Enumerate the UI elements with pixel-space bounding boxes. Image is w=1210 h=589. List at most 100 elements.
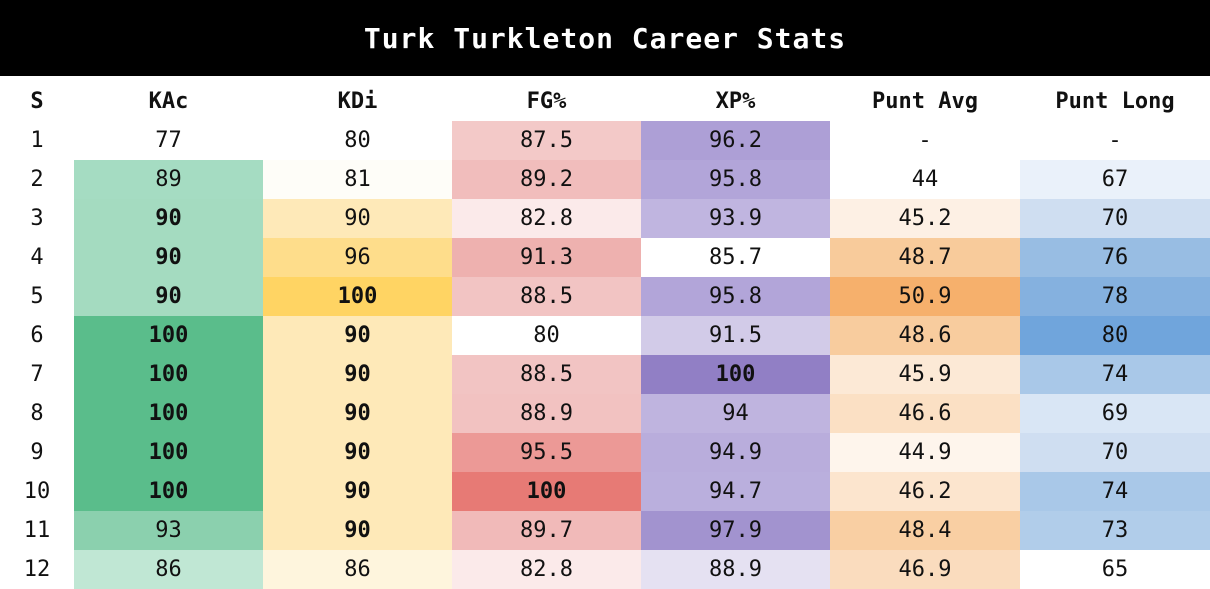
xp-pct-cell: 100 [641, 355, 830, 394]
punt-long-cell: 80 [1020, 316, 1210, 355]
kac-cell: 100 [74, 433, 263, 472]
xp-pct-cell: 97.9 [641, 511, 830, 550]
punt-long-cell: 74 [1020, 472, 1210, 511]
season-cell: 1 [0, 121, 74, 160]
table-row: 10 100 90 100 94.7 46.2 74 [0, 472, 1210, 511]
kdi-cell: 90 [263, 433, 452, 472]
punt-long-cell: 70 [1020, 433, 1210, 472]
punt-long-cell: 69 [1020, 394, 1210, 433]
column-header-fg-pct: FG% [526, 89, 567, 114]
punt-long-cell: 74 [1020, 355, 1210, 394]
kdi-cell: 90 [263, 199, 452, 238]
season-cell: 4 [0, 238, 74, 277]
xp-pct-cell: 91.5 [641, 316, 830, 355]
page-title: Turk Turkleton Career Stats [363, 21, 847, 55]
kac-cell: 100 [74, 472, 263, 511]
punt-avg-cell: 44 [830, 160, 1020, 199]
table-row: 2 89 81 89.2 95.8 44 67 [0, 160, 1210, 199]
season-cell: 8 [0, 394, 74, 433]
table-row: 11 93 90 89.7 97.9 48.4 73 [0, 511, 1210, 550]
punt-avg-cell: 48.4 [830, 511, 1020, 550]
xp-pct-cell: 94 [641, 394, 830, 433]
season-cell: 9 [0, 433, 74, 472]
punt-long-cell: 67 [1020, 160, 1210, 199]
xp-pct-cell: 95.8 [641, 160, 830, 199]
table-row: 12 86 86 82.8 88.9 46.9 65 [0, 550, 1210, 589]
fg-pct-cell: 89.7 [452, 511, 641, 550]
fg-pct-cell: 91.3 [452, 238, 641, 277]
table-row: 8 100 90 88.9 94 46.6 69 [0, 394, 1210, 433]
column-header-punt-long: Punt Long [1055, 89, 1175, 114]
xp-pct-cell: 95.8 [641, 277, 830, 316]
title-bar: Turk Turkleton Career Stats [0, 0, 1210, 76]
punt-avg-cell: 45.2 [830, 199, 1020, 238]
kdi-cell: 90 [263, 316, 452, 355]
column-header-kac: KAc [148, 89, 189, 114]
kdi-cell: 80 [263, 121, 452, 160]
kac-cell: 77 [74, 121, 263, 160]
punt-avg-cell: 46.6 [830, 394, 1020, 433]
season-cell: 5 [0, 277, 74, 316]
xp-pct-cell: 93.9 [641, 199, 830, 238]
column-header-kdi: KDi [337, 89, 378, 114]
kac-cell: 100 [74, 316, 263, 355]
punt-long-cell: 78 [1020, 277, 1210, 316]
punt-avg-cell: 44.9 [830, 433, 1020, 472]
table-row: 6 100 90 80 91.5 48.6 80 [0, 316, 1210, 355]
fg-pct-cell: 82.8 [452, 550, 641, 589]
kac-cell: 100 [74, 355, 263, 394]
table-row: 3 90 90 82.8 93.9 45.2 70 [0, 199, 1210, 238]
table-row: 4 90 96 91.3 85.7 48.7 76 [0, 238, 1210, 277]
punt-long-cell: 76 [1020, 238, 1210, 277]
career-stats-table: S KAc KDi FG% XP% Punt Avg Punt Long 1 77… [0, 82, 1210, 589]
punt-avg-cell: 48.6 [830, 316, 1020, 355]
punt-avg-cell: 48.7 [830, 238, 1020, 277]
fg-pct-cell: 100 [452, 472, 641, 511]
kdi-cell: 81 [263, 160, 452, 199]
punt-avg-cell: 46.9 [830, 550, 1020, 589]
column-header-season: S [30, 89, 44, 114]
punt-avg-cell: - [830, 121, 1020, 160]
xp-pct-cell: 96.2 [641, 121, 830, 160]
season-cell: 3 [0, 199, 74, 238]
punt-avg-cell: 46.2 [830, 472, 1020, 511]
fg-pct-cell: 80 [452, 316, 641, 355]
punt-long-cell: 73 [1020, 511, 1210, 550]
fg-pct-cell: 95.5 [452, 433, 641, 472]
fg-pct-cell: 87.5 [452, 121, 641, 160]
punt-long-cell: 65 [1020, 550, 1210, 589]
kdi-cell: 90 [263, 355, 452, 394]
xp-pct-cell: 88.9 [641, 550, 830, 589]
kac-cell: 93 [74, 511, 263, 550]
kdi-cell: 96 [263, 238, 452, 277]
kdi-cell: 86 [263, 550, 452, 589]
season-cell: 2 [0, 160, 74, 199]
season-cell: 12 [0, 550, 74, 589]
column-header-xp-pct: XP% [715, 89, 756, 114]
punt-long-cell: 70 [1020, 199, 1210, 238]
table-body: 1 77 80 87.5 96.2- -2 89 81 89.2 95.8 44 67 3 90 90 82.… [0, 121, 1210, 589]
kdi-cell: 100 [263, 277, 452, 316]
fg-pct-cell: 82.8 [452, 199, 641, 238]
fg-pct-cell: 88.9 [452, 394, 641, 433]
header-row: S KAc KDi FG% XP% Punt Avg Punt Long [0, 82, 1210, 121]
table-row: 5 90 100 88.5 95.8 50.9 78 [0, 277, 1210, 316]
xp-pct-cell: 94.9 [641, 433, 830, 472]
kac-cell: 89 [74, 160, 263, 199]
fg-pct-cell: 88.5 [452, 355, 641, 394]
season-cell: 10 [0, 472, 74, 511]
kac-cell: 90 [74, 238, 263, 277]
xp-pct-cell: 94.7 [641, 472, 830, 511]
xp-pct-cell: 85.7 [641, 238, 830, 277]
kac-cell: 86 [74, 550, 263, 589]
kdi-cell: 90 [263, 394, 452, 433]
kdi-cell: 90 [263, 472, 452, 511]
season-cell: 7 [0, 355, 74, 394]
season-cell: 11 [0, 511, 74, 550]
table-row: 9 100 90 95.5 94.9 44.9 70 [0, 433, 1210, 472]
table-row: 7 100 90 88.5 100 45.9 74 [0, 355, 1210, 394]
kdi-cell: 90 [263, 511, 452, 550]
punt-long-cell: - [1020, 121, 1210, 160]
table-row: 1 77 80 87.5 96.2- - [0, 121, 1210, 160]
kac-cell: 90 [74, 199, 263, 238]
